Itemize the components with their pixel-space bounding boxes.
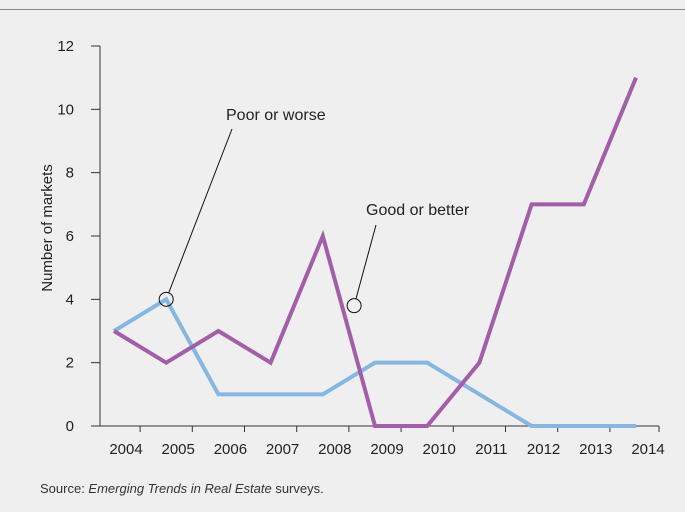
annotation-leader-poor-or-worse [168, 128, 233, 293]
top-rule [0, 9, 685, 10]
y-tick-label: 2 [66, 355, 74, 372]
x-tick-label: 2007 [266, 441, 299, 458]
annotation-marker-good-or-better [346, 298, 362, 314]
x-tick-label: 2009 [370, 441, 403, 458]
x-tick-label: 2008 [318, 441, 351, 458]
line-chart: Poor or worse Good or better 0 2 4 6 8 10 12 200… [39, 38, 665, 458]
y-tick-label: 6 [66, 228, 74, 245]
y-axis-title: Number of markets [39, 164, 56, 292]
x-tick-label: 2013 [579, 441, 612, 458]
source-note: Source: Emerging Trends in Real Estate s… [40, 481, 324, 496]
annotation-marker-poor-or-worse [158, 291, 174, 307]
annotations: Poor or worse Good or better [158, 107, 470, 314]
source-suffix: surveys. [271, 481, 324, 496]
axes [91, 45, 660, 432]
annotation-label-good-or-better: Good or better [366, 202, 470, 219]
annotation-label-poor-or-worse: Poor or worse [226, 107, 326, 124]
tick-labels: 0 2 4 6 8 10 12 2004 2005 2006 2007 2008 2009 2010 201… [57, 38, 664, 458]
x-tick-label: 2014 [631, 441, 664, 458]
y-tick-label: 0 [66, 418, 74, 435]
x-tick-label: 2006 [214, 441, 247, 458]
x-tick-label: 2010 [423, 441, 456, 458]
series-lines [112, 76, 638, 428]
y-tick-label: 12 [57, 38, 74, 55]
x-tick-label: 2012 [527, 441, 560, 458]
x-tick-label: 2004 [109, 441, 142, 458]
x-tick-label: 2011 [475, 441, 507, 458]
y-tick-label: 10 [57, 101, 74, 118]
series-line-good-or-better [112, 76, 638, 428]
annotation-leader-good-or-better [355, 224, 377, 300]
source-title: Emerging Trends in Real Estate [88, 481, 272, 496]
y-tick-label: 4 [66, 291, 74, 308]
source-prefix: Source: [40, 481, 89, 496]
plot-panel: Poor or worse Good or better 0 2 4 6 8 10 12 200… [0, 10, 685, 460]
x-tick-label: 2005 [162, 441, 195, 458]
series-line-poor-or-worse [112, 296, 636, 428]
y-tick-label: 8 [66, 165, 74, 182]
